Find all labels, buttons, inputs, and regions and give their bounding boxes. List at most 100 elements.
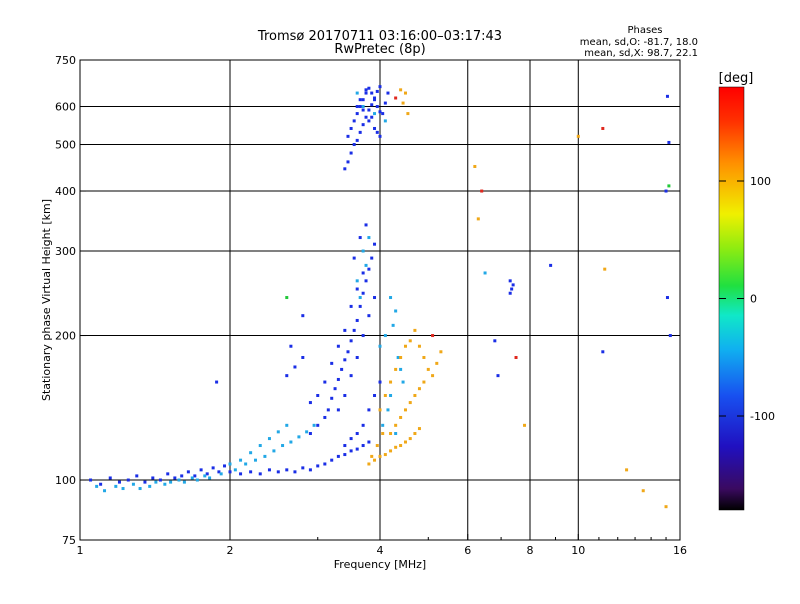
data-point [413,394,417,398]
data-point [408,437,412,441]
data-point [253,458,257,462]
colorbar-label: [deg] [719,71,754,86]
data-point [417,427,421,431]
data-point [389,449,393,453]
data-point [383,101,387,105]
x-tick-label: 16 [673,544,687,557]
data-point [367,86,371,90]
data-point [367,267,371,271]
data-point [343,328,347,332]
data-point [349,151,353,155]
data-point [330,361,334,365]
data-point [340,367,344,371]
data-point [361,334,365,338]
data-point [364,91,368,95]
data-point [349,437,353,441]
data-point [375,89,379,93]
chart-subtitle: RwPretec (8p) [334,42,425,57]
data-point [267,468,271,472]
data-point [95,484,99,488]
x-tick-label: 10 [571,544,585,557]
data-point [323,415,327,419]
data-point [408,401,412,405]
data-point [148,484,152,488]
data-point [394,423,398,427]
data-point [169,480,173,484]
data-point [180,474,184,478]
data-point [336,408,340,412]
data-point [158,478,162,482]
data-point [285,296,289,300]
y-axis: 75 100 200 300 400 500 600 750 [55,54,86,547]
data-point [358,296,362,300]
data-point [576,134,580,138]
grid-lines [80,60,680,540]
data-point [138,487,142,491]
data-point [281,444,285,448]
data-point [378,454,382,458]
data-point [603,267,607,271]
data-point [399,415,403,419]
data-point [352,143,356,147]
data-point [285,468,289,472]
data-point [358,98,362,102]
data-point [131,482,135,486]
x-tick-label: 6 [464,544,471,557]
data-point [386,91,390,95]
data-point [285,374,289,378]
data-point [665,296,669,300]
data-point [601,350,605,354]
data-point [403,91,407,95]
data-point [370,454,374,458]
data-point [293,365,297,369]
data-point [383,453,387,457]
data-point [394,367,398,371]
data-point [435,361,439,365]
data-point [258,444,262,448]
data-point [166,472,170,476]
colorbar-tick-label: -100 [750,410,775,423]
data-point [249,451,253,455]
data-point [343,394,347,398]
data-point [373,394,377,398]
data-point [336,454,340,458]
data-point [406,112,410,116]
x-tick-label: 1 [77,544,84,557]
data-point [343,167,347,171]
data-point [355,432,359,436]
data-point [431,334,435,338]
data-point [664,505,668,509]
data-point [117,480,121,484]
data-point [399,88,403,92]
data-point [401,380,405,384]
data-point [195,478,199,482]
data-point [665,94,669,98]
data-point [267,437,271,441]
data-point [361,249,365,253]
data-point [301,466,305,470]
data-point [549,263,553,267]
data-point [358,130,362,134]
data-point [293,470,297,474]
x-axis: 1 2 4 6 8 10 16 [77,534,687,557]
data-point [413,432,417,436]
y-tick-label: 75 [62,534,76,547]
data-point [364,115,368,119]
data-point [493,339,497,343]
data-point [163,482,167,486]
data-point [316,394,320,398]
data-point [193,474,197,478]
data-point [394,445,398,449]
data-point [343,444,347,448]
data-point [135,474,139,478]
data-point [205,472,209,476]
data-point [343,358,347,362]
data-point [244,462,248,466]
data-point [373,242,377,246]
data-point [417,387,421,391]
data-point [154,480,158,484]
data-point [355,355,359,359]
data-point [483,271,487,275]
